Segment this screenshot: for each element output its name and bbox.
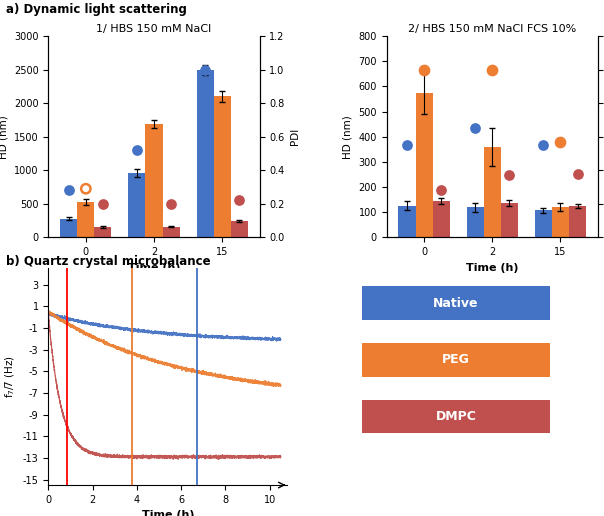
Bar xyxy=(162,227,179,237)
Point xyxy=(556,138,565,146)
Point xyxy=(64,186,74,195)
Bar xyxy=(501,203,518,237)
Point xyxy=(402,141,412,149)
Text: DMPC: DMPC xyxy=(435,410,477,423)
Title: 1/ HBS 150 mM NaCl: 1/ HBS 150 mM NaCl xyxy=(97,24,211,34)
Point xyxy=(471,124,480,133)
Point xyxy=(234,196,244,204)
Point xyxy=(98,200,108,208)
Point xyxy=(149,166,159,174)
Bar xyxy=(432,201,449,237)
Text: a) Dynamic light scattering: a) Dynamic light scattering xyxy=(6,3,187,15)
Bar xyxy=(60,219,77,237)
Bar xyxy=(231,221,248,237)
Bar xyxy=(197,70,214,237)
Text: b) Quartz crystal microbalance: b) Quartz crystal microbalance xyxy=(6,255,211,268)
Bar xyxy=(569,206,586,237)
Point xyxy=(201,66,210,74)
Bar xyxy=(467,207,484,237)
Bar xyxy=(399,206,416,237)
Bar xyxy=(129,173,146,237)
Text: PEG: PEG xyxy=(442,353,470,366)
Y-axis label: HD (nm): HD (nm) xyxy=(343,115,353,158)
Point xyxy=(504,171,514,180)
Point xyxy=(217,124,227,133)
Bar xyxy=(535,210,552,237)
Text: Native: Native xyxy=(433,297,479,310)
Point xyxy=(539,141,548,149)
Point xyxy=(419,66,429,74)
Y-axis label: PDI: PDI xyxy=(291,128,300,146)
Point xyxy=(166,200,176,208)
Point xyxy=(81,185,91,193)
X-axis label: Time (h): Time (h) xyxy=(128,263,180,272)
Point xyxy=(436,186,446,195)
Point xyxy=(132,146,142,154)
X-axis label: Time (h): Time (h) xyxy=(466,263,518,272)
Bar xyxy=(214,96,231,237)
Bar xyxy=(552,207,569,237)
Title: 2/ HBS 150 mM NaCl FCS 10%: 2/ HBS 150 mM NaCl FCS 10% xyxy=(408,24,576,34)
Y-axis label: HD (nm): HD (nm) xyxy=(0,115,8,158)
Bar xyxy=(77,202,94,237)
Bar xyxy=(94,227,111,237)
Point xyxy=(573,169,582,178)
Bar xyxy=(146,124,162,237)
Bar xyxy=(484,147,501,237)
Y-axis label: f$_7$/7 (Hz): f$_7$/7 (Hz) xyxy=(4,355,17,398)
Point xyxy=(487,66,497,74)
X-axis label: Time (h): Time (h) xyxy=(141,510,194,516)
Bar xyxy=(416,93,432,237)
